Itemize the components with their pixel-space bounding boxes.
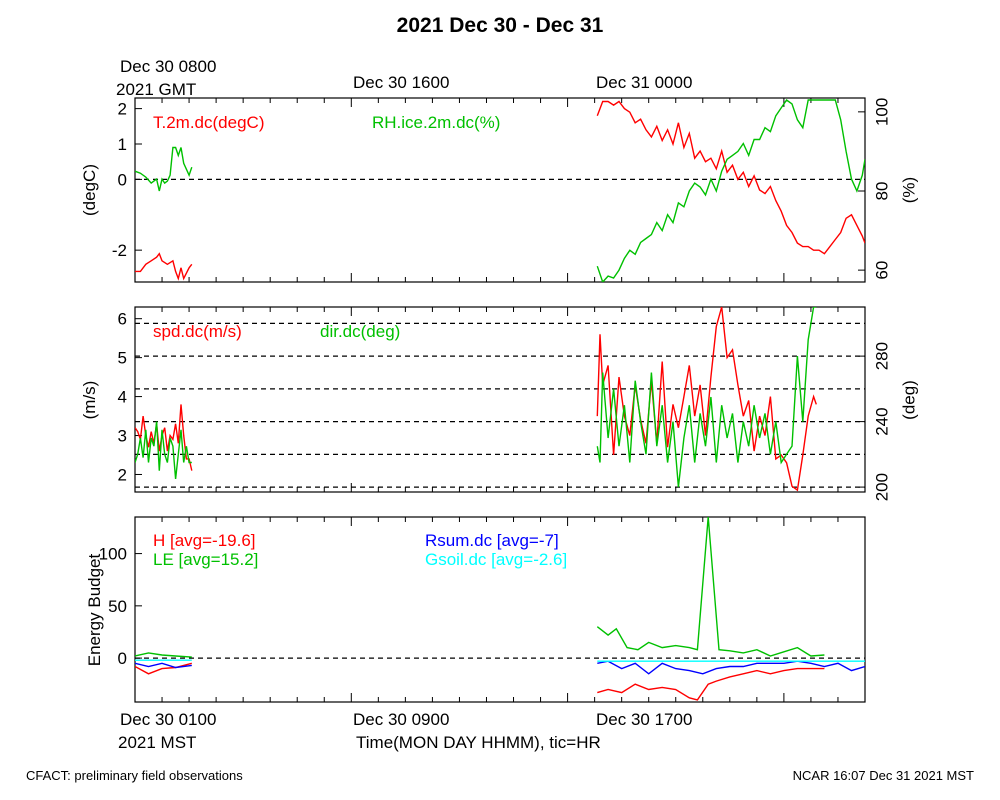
series-line (597, 660, 865, 675)
top-left-time-label: Dec 30 0800 (120, 57, 217, 76)
y-tick-label: 0 (118, 649, 127, 668)
y-tick-label: 3 (118, 427, 127, 446)
series-line (135, 252, 193, 281)
series-line (597, 667, 825, 701)
y-tick-label: 0 (118, 170, 127, 189)
legend-entry: LE [avg=15.2] (153, 550, 258, 569)
bottom-left-time-label: Dec 30 0100 (120, 710, 217, 729)
y-axis-label: (degC) (80, 164, 99, 216)
y2-tick-label: 80 (872, 182, 891, 201)
bottom-time-label-2: Dec 30 1700 (596, 710, 693, 729)
y-axis-label: Energy Budget (85, 553, 104, 666)
panel-frame (134, 306, 866, 493)
y2-axis-label: (deg) (899, 380, 918, 420)
y-tick-label: 4 (118, 388, 127, 407)
panel-frame (134, 516, 866, 703)
panel-frame (134, 97, 866, 283)
y-tick-label: -2 (112, 241, 127, 260)
legend-entry: Gsoil.dc [avg=-2.6] (425, 550, 567, 569)
top-left-tz-label: 2021 GMT (116, 80, 197, 99)
y-tick-label: 100 (99, 545, 127, 564)
series-line (135, 146, 193, 192)
y2-tick-label: 100 (872, 98, 891, 126)
y-tick-label: 5 (118, 349, 127, 368)
series-line (135, 421, 192, 479)
top-time-label-2: Dec 31 0000 (596, 73, 693, 92)
series-line (135, 662, 192, 669)
chart-title: 2021 Dec 30 - Dec 31 (396, 14, 604, 37)
y2-axis-label: (%) (899, 177, 918, 203)
series-line (596, 100, 865, 255)
series-line (596, 99, 865, 282)
series-line (596, 517, 825, 657)
y2-tick-label: 200 (872, 473, 891, 501)
series-line (135, 404, 193, 471)
legend-entry: Rsum.dc [avg=-7] (425, 531, 559, 550)
legend-entry: H [avg=-19.6] (153, 531, 256, 550)
series-line (596, 307, 817, 492)
legend-entry: dir.dc(deg) (320, 322, 400, 341)
y-tick-label: 1 (118, 135, 127, 154)
legend-entry: RH.ice.2m.dc(%) (372, 113, 500, 132)
bottom-left-tz-label: 2021 MST (118, 733, 197, 752)
top-time-label-1: Dec 30 1600 (353, 73, 450, 92)
legend-entry: spd.dc(m/s) (153, 322, 242, 341)
x-axis-label: Time(MON DAY HHMM), tic=HR (356, 733, 601, 752)
y-tick-label: 2 (118, 100, 127, 119)
legend-entry: T.2m.dc(degC) (153, 113, 264, 132)
y2-tick-label: 280 (872, 342, 891, 370)
y-axis-label: (m/s) (80, 381, 99, 420)
series-line (135, 652, 192, 658)
footer-left: CFACT: preliminary field observations (26, 768, 243, 783)
y-tick-label: 2 (118, 465, 127, 484)
series-line (596, 307, 817, 488)
y-tick-label: 6 (118, 310, 127, 329)
y-tick-label: 50 (108, 597, 127, 616)
y2-tick-label: 240 (872, 407, 891, 435)
y2-tick-label: 60 (872, 261, 891, 280)
bottom-time-label-1: Dec 30 0900 (353, 710, 450, 729)
footer-right: NCAR 16:07 Dec 31 2021 MST (792, 768, 974, 783)
